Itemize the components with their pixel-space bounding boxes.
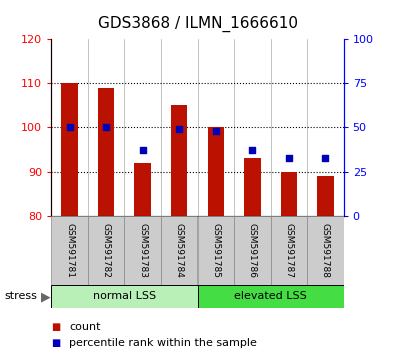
Text: GDS3868 / ILMN_1666610: GDS3868 / ILMN_1666610 bbox=[98, 16, 297, 32]
Text: GSM591783: GSM591783 bbox=[138, 223, 147, 278]
Text: count: count bbox=[69, 322, 101, 332]
Bar bbox=[198, 216, 234, 285]
Text: GSM591781: GSM591781 bbox=[65, 223, 74, 278]
Text: normal LSS: normal LSS bbox=[93, 291, 156, 302]
Bar bbox=[198, 285, 344, 308]
Text: GSM591784: GSM591784 bbox=[175, 223, 184, 278]
Bar bbox=[207, 127, 224, 216]
Point bbox=[249, 148, 256, 153]
Bar bbox=[124, 216, 161, 285]
Bar bbox=[51, 285, 198, 308]
Text: ■: ■ bbox=[51, 322, 60, 332]
Text: percentile rank within the sample: percentile rank within the sample bbox=[69, 338, 257, 348]
Bar bbox=[61, 83, 78, 216]
Text: GSM591788: GSM591788 bbox=[321, 223, 330, 278]
Point bbox=[213, 128, 219, 134]
Text: GSM591785: GSM591785 bbox=[211, 223, 220, 278]
Bar bbox=[161, 216, 198, 285]
Point bbox=[286, 155, 292, 160]
Text: GSM591782: GSM591782 bbox=[102, 223, 111, 278]
Text: stress: stress bbox=[4, 291, 37, 302]
Point bbox=[103, 125, 109, 130]
Bar bbox=[280, 172, 297, 216]
Text: ■: ■ bbox=[51, 338, 60, 348]
Point bbox=[139, 148, 146, 153]
Bar bbox=[171, 105, 188, 216]
Bar bbox=[307, 216, 344, 285]
Bar bbox=[244, 159, 261, 216]
Bar bbox=[271, 216, 307, 285]
Bar bbox=[134, 163, 151, 216]
Bar bbox=[51, 216, 88, 285]
Point bbox=[66, 125, 73, 130]
Text: GSM591786: GSM591786 bbox=[248, 223, 257, 278]
Text: GSM591787: GSM591787 bbox=[284, 223, 293, 278]
Point bbox=[322, 155, 329, 160]
Bar bbox=[317, 176, 334, 216]
Point bbox=[176, 126, 182, 132]
Text: ▶: ▶ bbox=[41, 290, 50, 303]
Bar bbox=[98, 88, 115, 216]
Bar bbox=[234, 216, 271, 285]
Text: elevated LSS: elevated LSS bbox=[234, 291, 307, 302]
Bar bbox=[88, 216, 124, 285]
